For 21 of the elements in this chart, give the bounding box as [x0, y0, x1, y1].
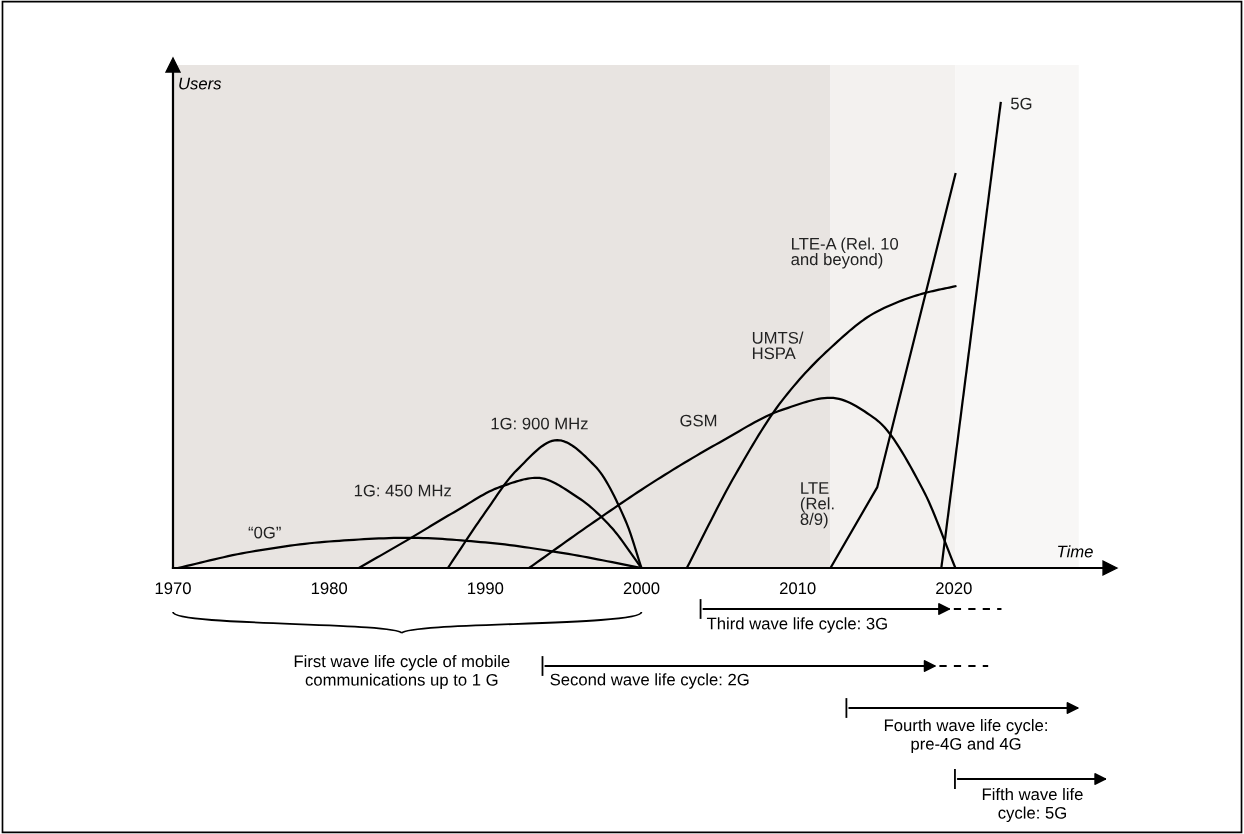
- series-label: 1G: 900 MHz: [491, 417, 588, 430]
- text: Third wave life cycle: 3G: [706, 617, 887, 633]
- series-label: “0G”: [248, 526, 281, 539]
- series-label: LTE (Rel. 8/9): [800, 482, 834, 529]
- y-axis-title: Users: [179, 77, 222, 90]
- x-tick-label: 1970: [155, 582, 191, 595]
- text: Second wave life cycle: 2G: [550, 673, 749, 689]
- series-label: 5G: [1010, 97, 1032, 110]
- text: Fifth wave life cycle: 5G: [982, 787, 1083, 823]
- text: Fourth wave life cycle: pre-4G and 4G: [884, 718, 1047, 754]
- text: First wave life cycle of mobile communications up to 1 G: [294, 654, 510, 690]
- x-tick-label: 2000: [623, 582, 660, 595]
- annotation: LTE-A (Rel. 10 and beyond): [791, 237, 899, 269]
- x-tick-label: 2010: [779, 582, 816, 595]
- series-label: GSM: [680, 414, 717, 427]
- series-label: UMTS/ HSPA: [752, 331, 804, 360]
- x-tick-label: 1990: [468, 582, 504, 595]
- x-tick-label: 2020: [936, 582, 972, 595]
- x-tick-label: 1980: [311, 582, 348, 595]
- x-axis-title: Time: [1058, 545, 1093, 558]
- series-label: 1G: 450 MHz: [354, 484, 451, 497]
